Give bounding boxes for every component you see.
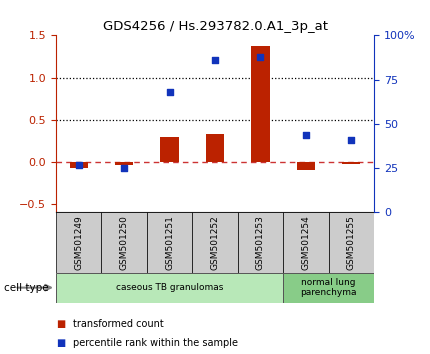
Text: GSM501252: GSM501252 xyxy=(211,215,219,270)
Text: transformed count: transformed count xyxy=(73,319,164,329)
Point xyxy=(302,132,309,137)
Text: GSM501254: GSM501254 xyxy=(301,215,310,270)
Text: normal lung
parenchyma: normal lung parenchyma xyxy=(301,278,357,297)
Bar xyxy=(206,134,224,162)
Point xyxy=(121,165,128,171)
Bar xyxy=(297,162,315,170)
Text: GSM501251: GSM501251 xyxy=(165,215,174,270)
Bar xyxy=(56,212,101,273)
Bar xyxy=(342,162,360,164)
Bar xyxy=(329,212,374,273)
Text: cell type: cell type xyxy=(4,282,49,293)
Text: ■: ■ xyxy=(56,338,65,348)
Bar xyxy=(238,212,283,273)
Bar xyxy=(70,162,88,168)
Text: ■: ■ xyxy=(56,319,65,329)
Bar xyxy=(147,212,192,273)
Title: GDS4256 / Hs.293782.0.A1_3p_at: GDS4256 / Hs.293782.0.A1_3p_at xyxy=(102,20,328,33)
Point xyxy=(166,89,173,95)
Bar xyxy=(283,212,329,273)
Bar xyxy=(115,162,133,165)
Text: GSM501249: GSM501249 xyxy=(74,215,83,270)
Point xyxy=(75,162,82,167)
Text: GSM501255: GSM501255 xyxy=(347,215,356,270)
Point xyxy=(257,54,264,59)
Text: GSM501253: GSM501253 xyxy=(256,215,265,270)
Text: GSM501250: GSM501250 xyxy=(120,215,129,270)
Bar xyxy=(101,212,147,273)
Bar xyxy=(160,137,178,162)
Bar xyxy=(252,46,270,162)
Text: percentile rank within the sample: percentile rank within the sample xyxy=(73,338,238,348)
Text: caseous TB granulomas: caseous TB granulomas xyxy=(116,283,223,292)
Point xyxy=(348,137,355,143)
Bar xyxy=(192,212,238,273)
Point xyxy=(212,57,218,63)
Bar xyxy=(283,273,374,303)
Bar xyxy=(56,273,283,303)
